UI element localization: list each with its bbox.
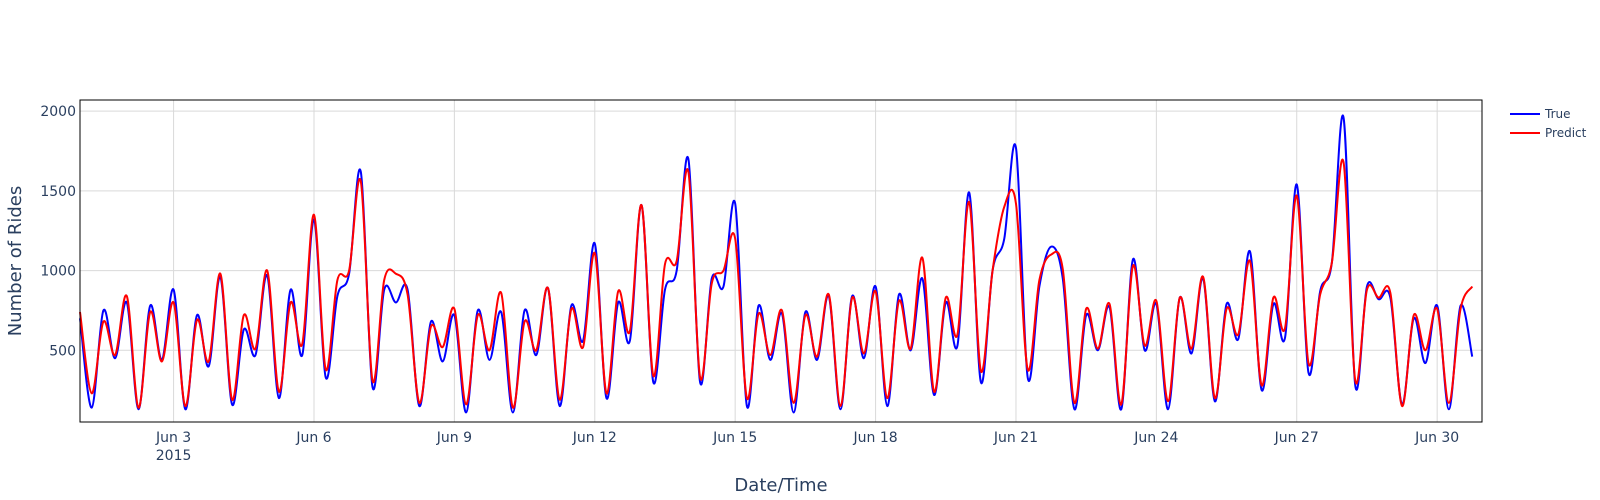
x-tick-label: Jun 9	[436, 430, 472, 446]
y-tick-label: 1500	[40, 184, 76, 200]
series-lines	[79, 114, 1474, 414]
x-tick-label: Jun 12	[572, 430, 617, 446]
legend-label-true: True	[1544, 107, 1571, 121]
x-tick-label: Jun 27	[1274, 430, 1319, 446]
legend: True Predict	[1510, 107, 1587, 140]
y-tick-label: 1000	[40, 264, 76, 280]
x-axis-ticks: Jun 3 2015 Jun 6 Jun 9 Jun 12 Jun 15 Jun 18 Jun…	[155, 430, 1459, 464]
x-tick-year-label: 2015	[156, 448, 192, 464]
x-axis-title: Date/Time	[734, 475, 827, 496]
series-line-predict	[79, 158, 1474, 409]
legend-label-predict: Predict	[1545, 126, 1587, 140]
x-tick-label: Jun 30	[1414, 430, 1459, 446]
plot-area-frame	[79, 99, 1483, 423]
y-tick-label: 500	[49, 343, 76, 359]
x-tick-label: Jun 15	[712, 430, 757, 446]
x-tick-label: Jun 18	[853, 430, 898, 446]
x-tick-label: Jun 6	[295, 430, 331, 446]
x-tick-label: Jun 24	[1133, 430, 1178, 446]
y-axis-title: Number of Rides	[5, 186, 26, 337]
x-tick-label: Jun 3	[155, 430, 191, 446]
x-tick-label: Jun 21	[993, 430, 1038, 446]
y-axis-ticks: 500 1000 1500 2000	[40, 104, 76, 359]
y-tick-label: 2000	[40, 104, 76, 120]
